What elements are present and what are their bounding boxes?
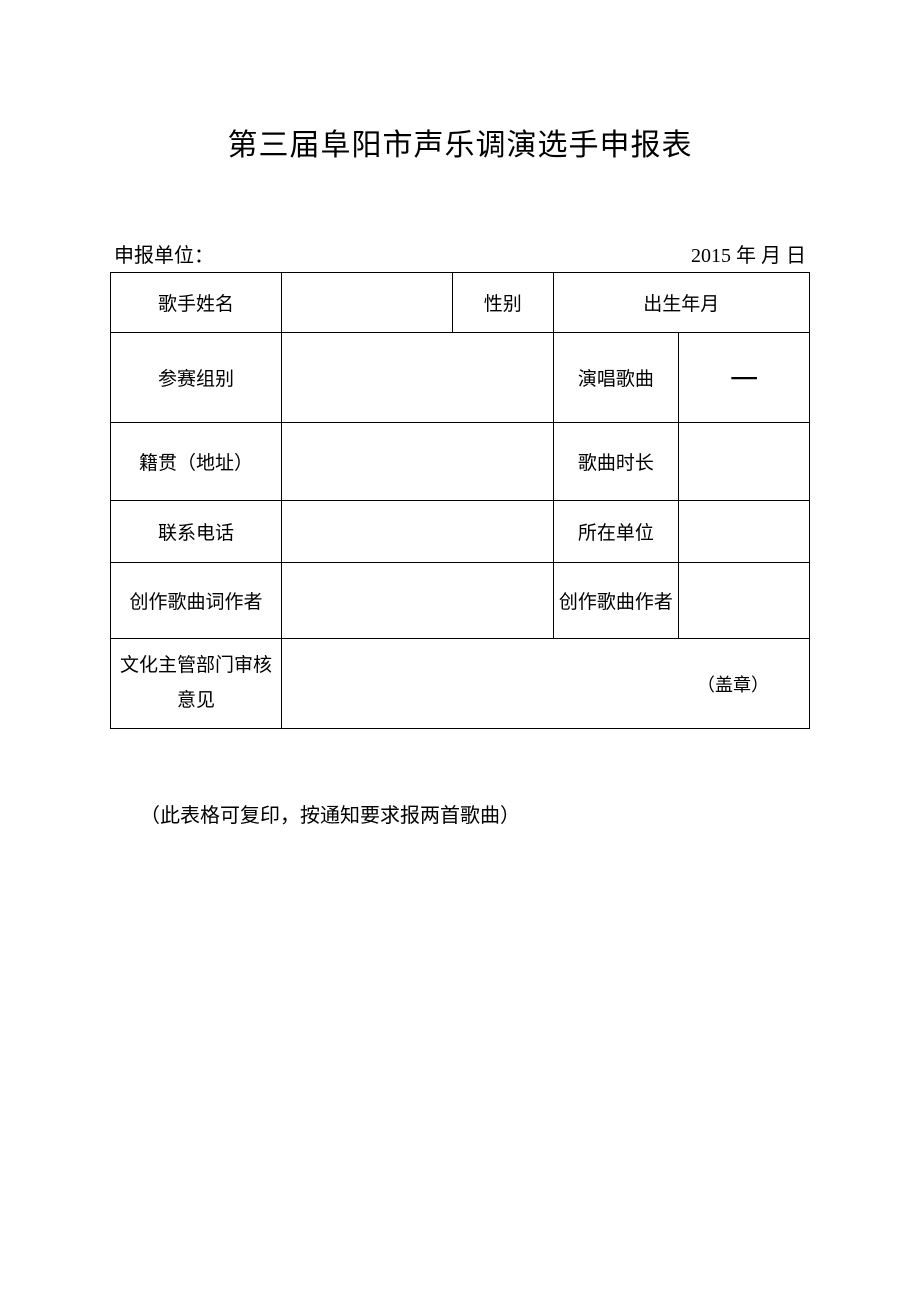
song-duration-value (679, 423, 810, 501)
birth-date-label: 出生年月 (553, 273, 810, 333)
table-row: 创作歌曲词作者 创作歌曲作者 (111, 563, 810, 639)
stamp-cell: （盖章） (281, 639, 809, 729)
song-value: 一 (679, 333, 810, 423)
singer-name-label: 歌手姓名 (111, 273, 282, 333)
lyricist-value (281, 563, 553, 639)
song-label: 演唱歌曲 (553, 333, 679, 423)
review-opinion-label: 文化主管部门审核意见 (111, 639, 282, 729)
work-unit-value (679, 501, 810, 563)
application-table: 歌手姓名 性别 出生年月 参赛组别 演唱歌曲 一 籍贯（地址） 歌曲时长 联系电… (110, 272, 810, 729)
header-row: 申报单位： 2015 年 月 日 (110, 239, 810, 268)
footer-note: （此表格可复印，按通知要求报两首歌曲） (110, 799, 810, 828)
phone-value (281, 501, 553, 563)
phone-label: 联系电话 (111, 501, 282, 563)
lyricist-label: 创作歌曲词作者 (111, 563, 282, 639)
gender-label: 性别 (452, 273, 553, 333)
composer-value (679, 563, 810, 639)
singer-name-value (281, 273, 452, 333)
competition-group-label: 参赛组别 (111, 333, 282, 423)
table-row: 参赛组别 演唱歌曲 一 (111, 333, 810, 423)
date-label: 2015 年 月 日 (691, 239, 806, 268)
table-row: 文化主管部门审核意见 （盖章） (111, 639, 810, 729)
table-row: 籍贯（地址） 歌曲时长 (111, 423, 810, 501)
address-label: 籍贯（地址） (111, 423, 282, 501)
song-duration-label: 歌曲时长 (553, 423, 679, 501)
form-title: 第三届阜阳市声乐调演选手申报表 (110, 120, 810, 164)
unit-label: 申报单位： (114, 239, 214, 268)
table-row: 歌手姓名 性别 出生年月 (111, 273, 810, 333)
address-value (281, 423, 553, 501)
work-unit-label: 所在单位 (553, 501, 679, 563)
competition-group-value (281, 333, 553, 423)
composer-label: 创作歌曲作者 (553, 563, 679, 639)
table-row: 联系电话 所在单位 (111, 501, 810, 563)
